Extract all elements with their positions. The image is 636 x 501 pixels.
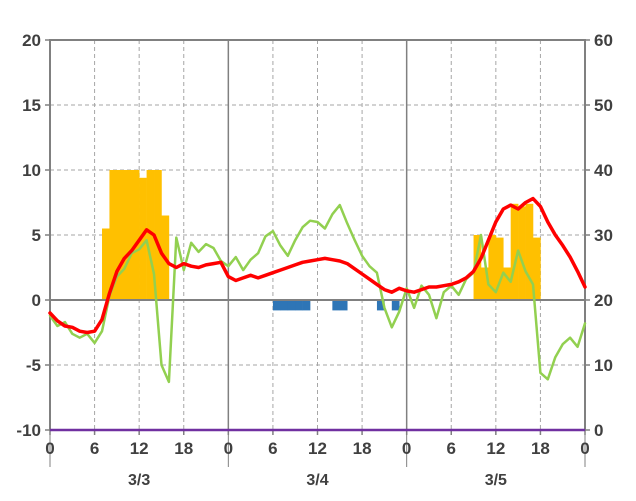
svg-text:20: 20: [22, 31, 41, 50]
svg-text:0: 0: [45, 439, 54, 458]
svg-text:40: 40: [594, 161, 613, 180]
svg-text:10: 10: [594, 356, 613, 375]
svg-text:20: 20: [594, 291, 613, 310]
svg-text:0: 0: [594, 421, 603, 440]
svg-text:0: 0: [580, 439, 589, 458]
svg-text:6: 6: [90, 439, 99, 458]
svg-text:0: 0: [402, 439, 411, 458]
svg-text:3/5: 3/5: [485, 472, 507, 489]
svg-text:0: 0: [32, 291, 41, 310]
svg-text:3/4: 3/4: [306, 472, 328, 489]
svg-text:18: 18: [174, 439, 193, 458]
svg-text:12: 12: [308, 439, 327, 458]
svg-text:3/3: 3/3: [128, 472, 150, 489]
svg-text:-10: -10: [16, 421, 41, 440]
svg-text:6: 6: [268, 439, 277, 458]
svg-text:18: 18: [531, 439, 550, 458]
svg-text:10: 10: [22, 161, 41, 180]
svg-text:60: 60: [594, 31, 613, 50]
svg-text:6: 6: [447, 439, 456, 458]
svg-text:15: 15: [22, 96, 41, 115]
svg-text:12: 12: [486, 439, 505, 458]
svg-text:30: 30: [594, 226, 613, 245]
svg-text:-5: -5: [26, 356, 41, 375]
svg-text:12: 12: [130, 439, 149, 458]
svg-text:50: 50: [594, 96, 613, 115]
svg-text:5: 5: [32, 226, 41, 245]
svg-text:0: 0: [224, 439, 233, 458]
svg-text:18: 18: [353, 439, 372, 458]
